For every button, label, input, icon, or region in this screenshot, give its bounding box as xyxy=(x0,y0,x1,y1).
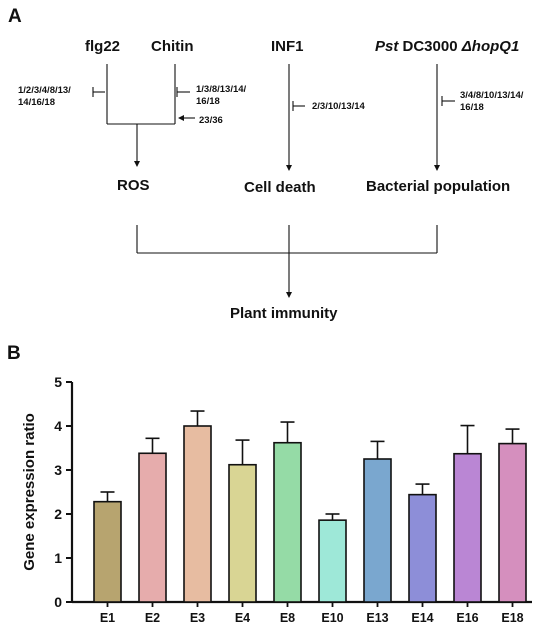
bar-e16 xyxy=(453,452,482,603)
y-axis-label: Gene expression ratio xyxy=(21,413,38,571)
x-tick-label-e4: E4 xyxy=(235,611,250,625)
bar-chart: 0 1 2 3 4 5 Gene expression ratio E1 E2 E3 E4 E8 E10… xyxy=(21,374,532,625)
inf1-label: INF1 xyxy=(271,38,304,55)
pst-genes-line2: 16/18 xyxy=(460,102,484,113)
x-tick-label-e13: E13 xyxy=(366,611,388,625)
bar-e18 xyxy=(498,442,527,603)
pst-label: Pst DC3000 ΔhopQ1 xyxy=(375,38,519,55)
bar-e3 xyxy=(183,425,212,603)
bar-e2 xyxy=(138,452,167,603)
flg22-genes-line2: 14/16/18 xyxy=(18,97,55,108)
panel-b-label: B xyxy=(7,343,21,364)
chitin-genes: 1/3/8/13/14/ 16/18 xyxy=(196,84,246,108)
chitin-label: Chitin xyxy=(151,38,194,55)
pst-genes-line1: 3/4/8/10/13/14/ xyxy=(460,90,524,101)
y-tick-label: 2 xyxy=(54,506,62,522)
flg22-genes-line1: 1/2/3/4/8/13/ xyxy=(18,85,71,96)
y-tick-label: 5 xyxy=(54,374,62,390)
chitin-genes-line2: 16/18 xyxy=(196,96,220,107)
bar-e10 xyxy=(318,519,347,603)
flg22-genes: 1/2/3/4/8/13/ 14/16/18 xyxy=(18,85,71,109)
ros-label: ROS xyxy=(117,177,150,194)
x-tick-label-e16: E16 xyxy=(456,611,478,625)
x-tick-label-e14: E14 xyxy=(411,611,433,625)
x-tick-label-e8: E8 xyxy=(280,611,295,625)
combined-genes: 23/36 xyxy=(199,115,223,126)
panel-a-label: A xyxy=(8,6,22,27)
pst-mutant: ΔhopQ1 xyxy=(461,38,520,55)
x-tick-label-e2: E2 xyxy=(145,611,160,625)
bar-e8 xyxy=(273,441,302,603)
chitin-genes-line1: 1/3/8/13/14/ xyxy=(196,84,247,95)
x-tick-label-e10: E10 xyxy=(321,611,343,625)
cell-death-label: Cell death xyxy=(244,179,316,196)
inf1-genes: 2/3/10/13/14 xyxy=(312,101,365,112)
bacterial-population-label: Bacterial population xyxy=(366,178,511,195)
plant-immunity-label: Plant immunity xyxy=(230,305,338,322)
x-tick-label-e3: E3 xyxy=(190,611,205,625)
bar-e4 xyxy=(228,463,257,603)
bar-e1 xyxy=(93,500,122,603)
y-tick-label: 4 xyxy=(54,418,62,434)
pst-strain: DC3000 xyxy=(398,38,462,55)
y-tick-label: 3 xyxy=(54,462,62,478)
bar-e13 xyxy=(363,458,392,603)
pst-genes: 3/4/8/10/13/14/ 16/18 xyxy=(460,90,523,114)
y-tick-label: 1 xyxy=(54,550,62,566)
pst-italic: Pst xyxy=(375,38,399,55)
flg22-label: flg22 xyxy=(85,38,121,55)
bar-e14 xyxy=(408,493,437,603)
x-tick-label-e18: E18 xyxy=(501,611,523,625)
y-tick-label: 0 xyxy=(54,594,62,610)
x-tick-label-e1: E1 xyxy=(100,611,115,625)
